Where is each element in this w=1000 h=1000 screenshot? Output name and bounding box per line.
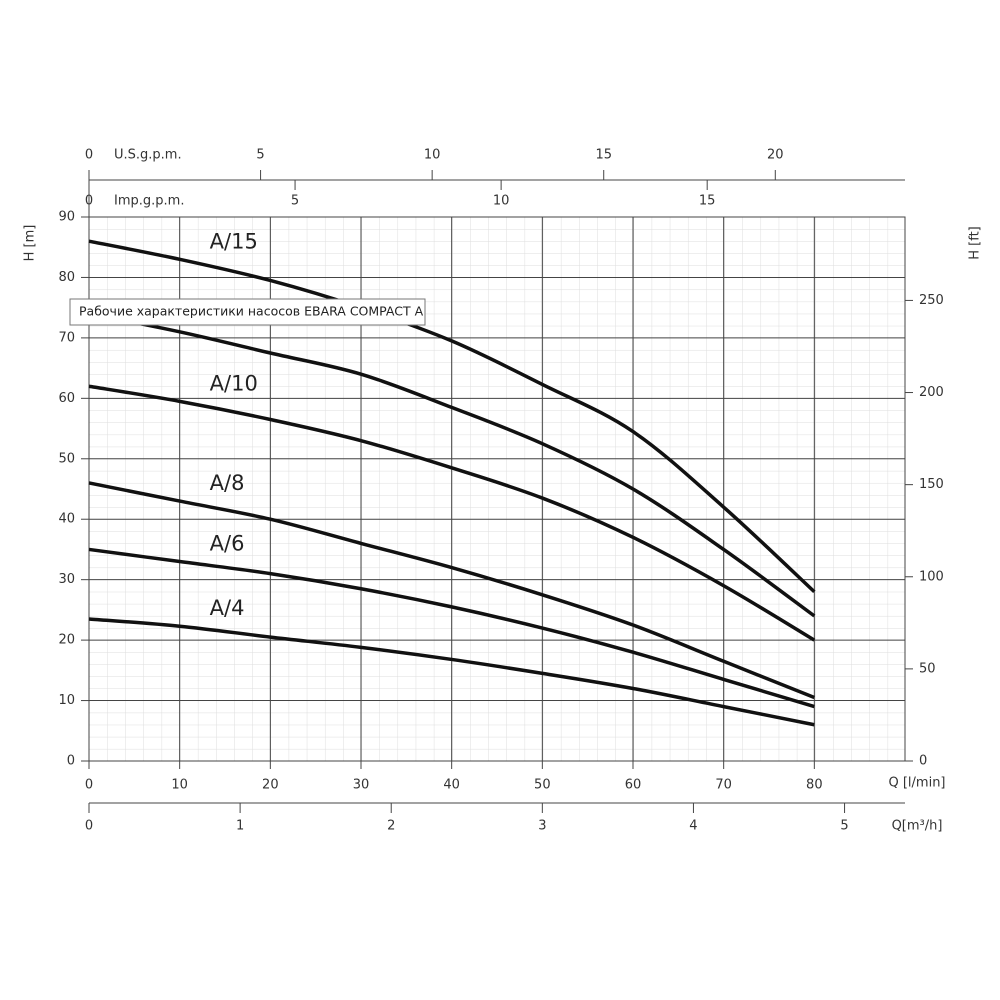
y-tick-label: 50 — [58, 451, 75, 466]
x-tick-label: 30 — [353, 778, 370, 793]
secondary-axis-label: Q[m³/h] — [892, 819, 943, 834]
secondary-tick-label: 10 — [424, 148, 441, 163]
pump-curve — [88, 617, 815, 727]
y-tick-label: 30 — [58, 572, 75, 587]
curve-label: A/6 — [210, 532, 245, 556]
x-tick-label: 70 — [715, 778, 732, 793]
secondary-axis-label: U.S.g.p.m. — [114, 148, 182, 163]
secondary-tick-label: 5 — [840, 819, 848, 834]
y2-tick-label: 200 — [919, 385, 944, 400]
y2-tick-label: 50 — [919, 661, 936, 676]
secondary-tick-label: 15 — [699, 194, 716, 209]
secondary-axis-label: Imp.g.p.m. — [114, 194, 184, 209]
pump-curve — [88, 384, 816, 642]
secondary-tick-label: 5 — [291, 194, 299, 209]
secondary-tick-label: 0 — [85, 819, 93, 834]
y-tick-label: 90 — [58, 210, 75, 225]
curve-label: A/15 — [210, 229, 258, 253]
pump-curve — [88, 481, 815, 700]
pump-curve — [88, 239, 816, 594]
y2-tick-label: 100 — [919, 569, 944, 584]
secondary-tick-label: 10 — [493, 194, 510, 209]
y-tick-label: 40 — [58, 512, 75, 527]
y-tick-label: 70 — [58, 330, 75, 345]
secondary-tick-label: 5 — [256, 148, 264, 163]
x-tick-label: 10 — [171, 778, 188, 793]
secondary-tick-label: 2 — [387, 819, 395, 834]
curve-label: A/8 — [210, 471, 245, 495]
x-axis-label: Q [l/min] — [888, 776, 945, 791]
y-tick-label: 20 — [58, 633, 75, 648]
x-tick-label: 50 — [534, 778, 551, 793]
x-tick-label: 20 — [262, 778, 279, 793]
secondary-tick-label: 20 — [767, 148, 784, 163]
tooltip-box — [69, 298, 426, 326]
secondary-tick-label: 0 — [85, 148, 93, 163]
curve-label: A/4 — [210, 596, 245, 620]
y2-tick-label: 250 — [919, 293, 944, 308]
x-tick-label: 40 — [443, 778, 460, 793]
y2-axis-label: H [ft] — [968, 226, 983, 260]
secondary-tick-label: 15 — [595, 148, 612, 163]
secondary-tick-label: 4 — [689, 819, 697, 834]
secondary-tick-label: 0 — [85, 194, 93, 209]
x-tick-label: 80 — [806, 778, 823, 793]
y2-tick-label: 0 — [919, 754, 927, 769]
y2-tick-label: 150 — [919, 477, 944, 492]
y-tick-label: 60 — [58, 391, 75, 406]
secondary-tick-label: 3 — [538, 819, 546, 834]
y-axis-label: H [m] — [23, 225, 38, 262]
chart-title: Рабочие характеристики насосов EBARA COM… — [79, 304, 424, 319]
pump-curve — [88, 311, 816, 618]
curve-label: A/10 — [210, 371, 258, 395]
y-tick-label: 0 — [67, 754, 75, 769]
x-tick-label: 0 — [85, 778, 93, 793]
pump-curve — [88, 547, 815, 709]
y-tick-label: 80 — [58, 270, 75, 285]
secondary-tick-label: 1 — [236, 819, 244, 834]
x-tick-label: 60 — [625, 778, 642, 793]
y-tick-label: 10 — [58, 693, 75, 708]
